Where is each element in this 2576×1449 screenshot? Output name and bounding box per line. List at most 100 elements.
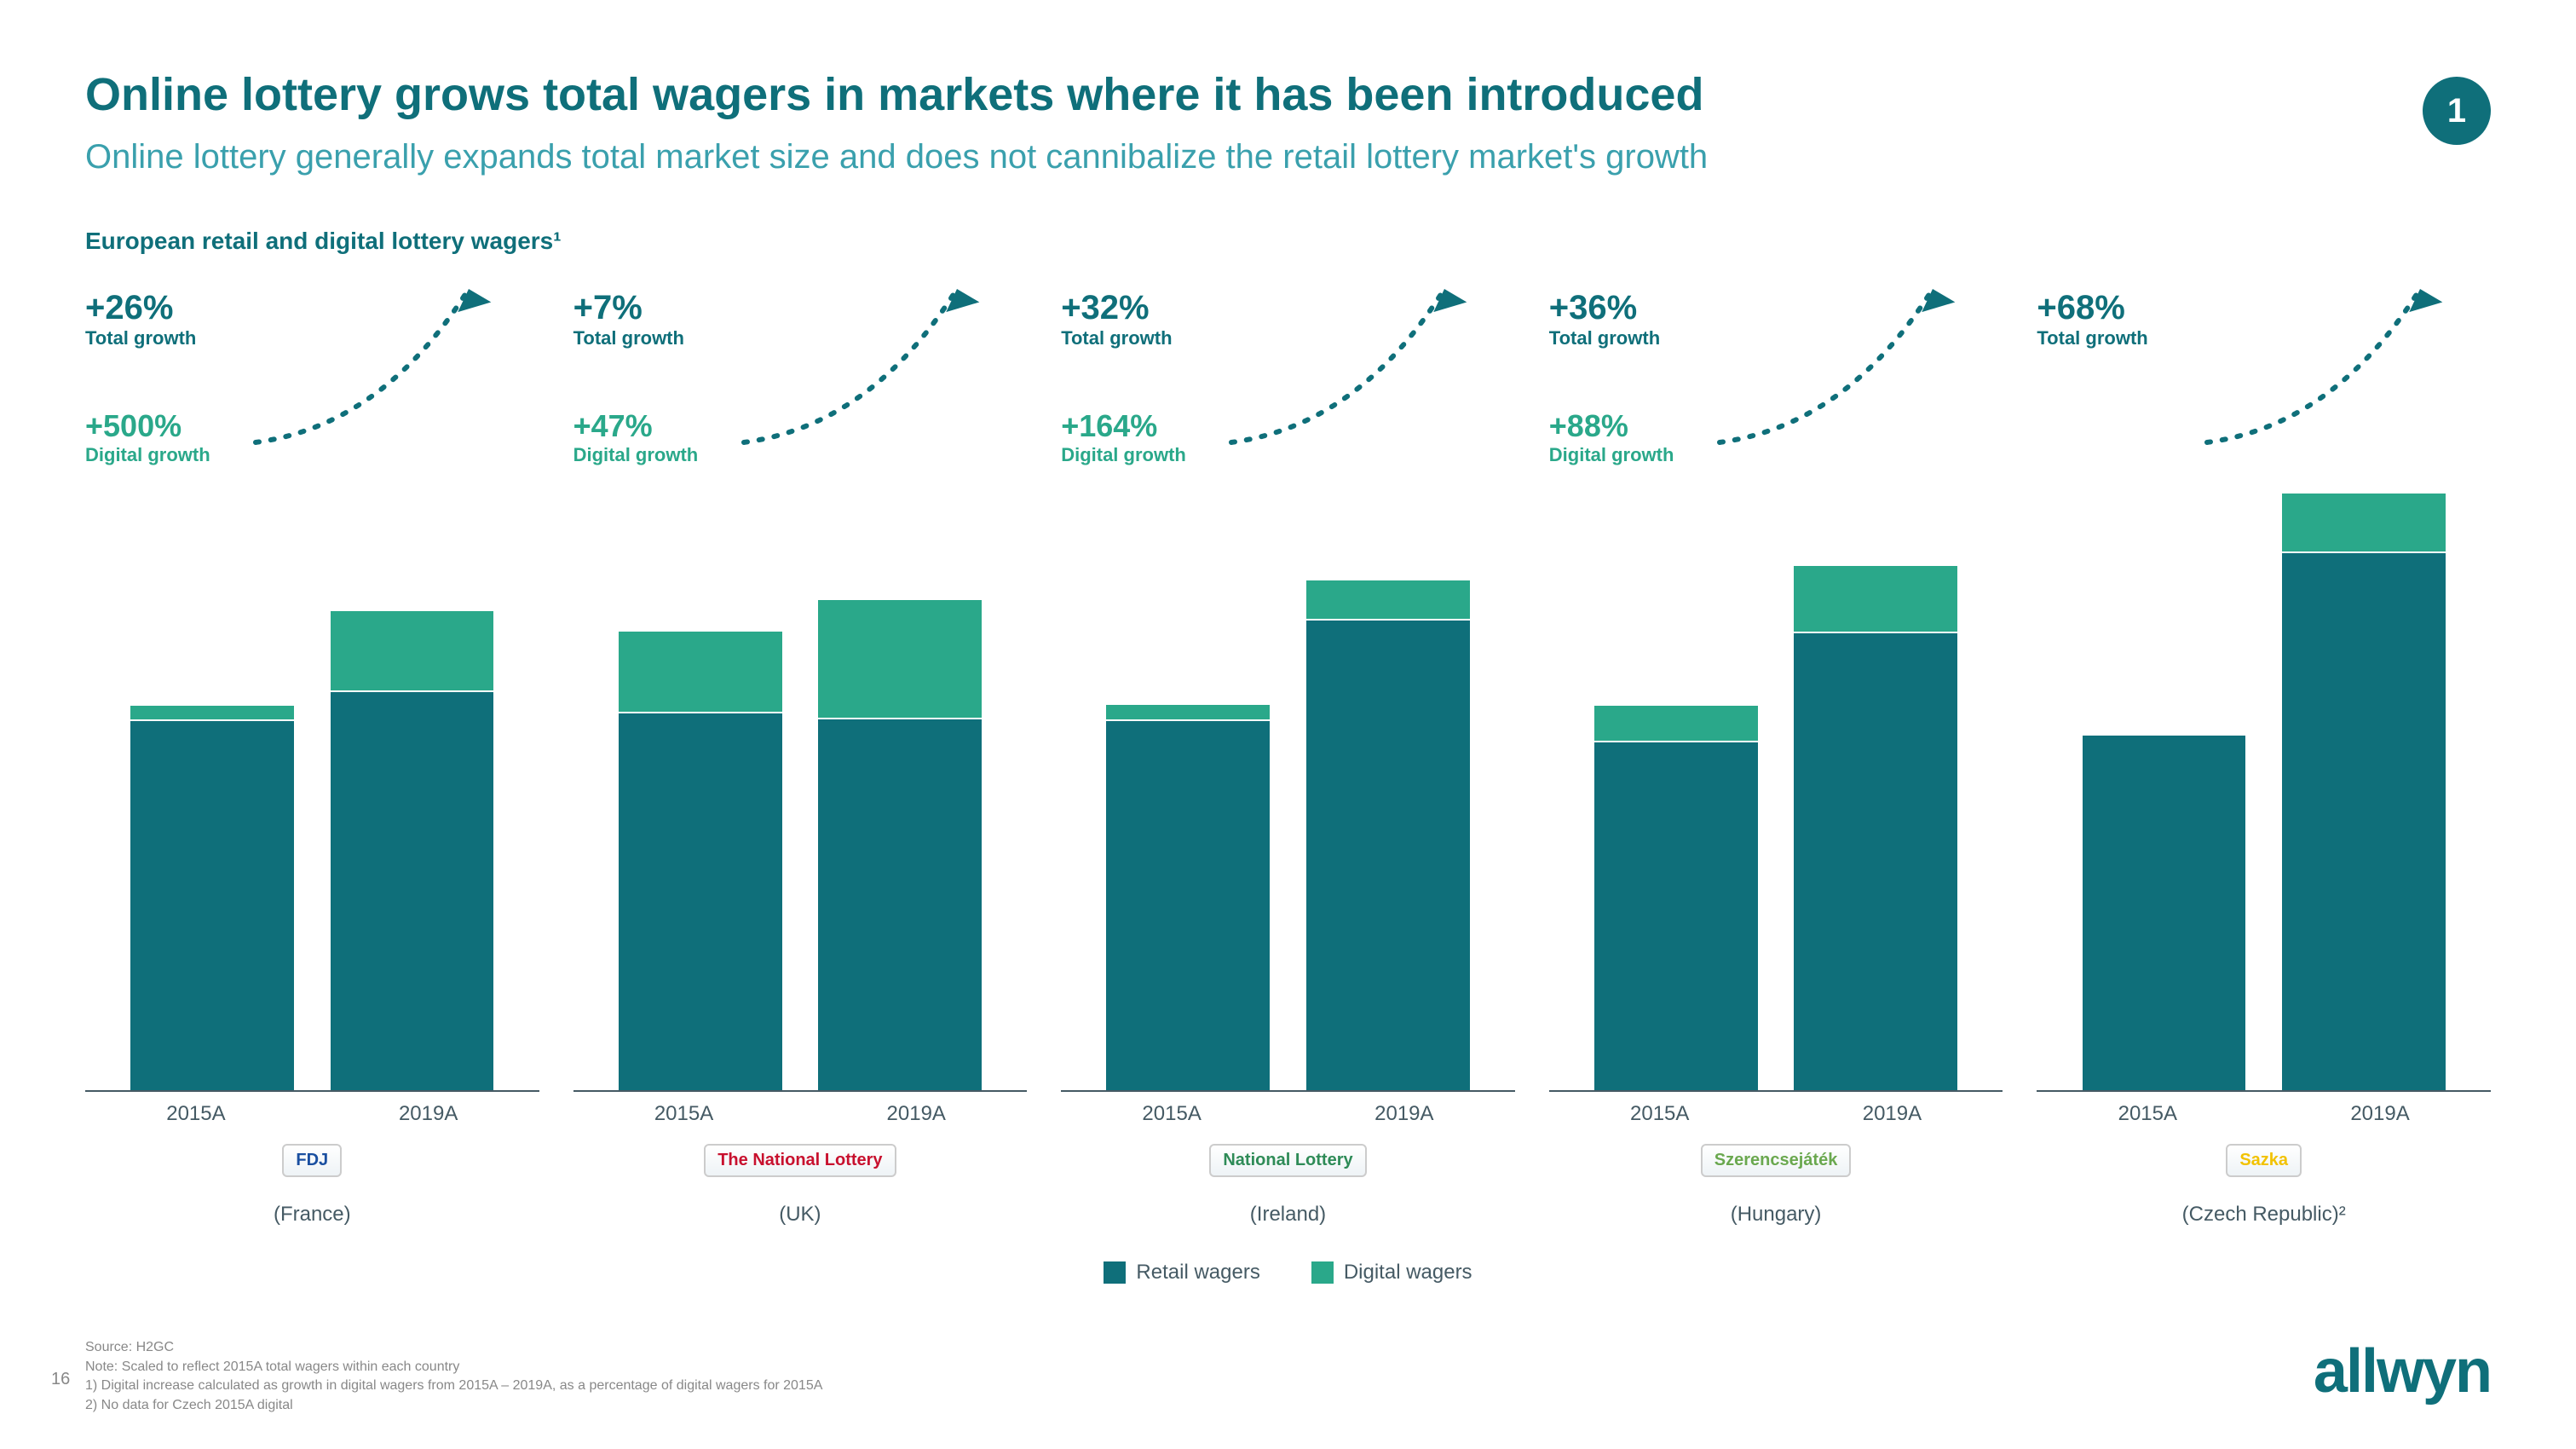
bar-segment-digital — [1306, 580, 1470, 619]
x-axis-labels: 2015A 2019A — [1549, 1092, 2003, 1126]
digital-growth-pct: +164% — [1061, 408, 1186, 444]
total-growth: +7% Total growth — [573, 289, 684, 349]
x-axis-labels: 2015A2019A — [1061, 1092, 1515, 1126]
bar-segment-retail — [130, 719, 294, 1090]
x-axis-labels: 2015A2019A — [2037, 1092, 2491, 1126]
country-name: (Ireland) — [1061, 1203, 1515, 1227]
legend-digital: Digital wagers — [1311, 1261, 1472, 1284]
bars-area — [85, 494, 539, 1092]
bar-segment-digital — [1794, 566, 1957, 632]
bar — [1106, 705, 1270, 1090]
growth-labels: +7% Total growth +47% Digital growth — [573, 272, 1028, 494]
legend-swatch-retail — [1104, 1261, 1126, 1284]
chart-panel: +36% Total growth +88% Digital growth 2015… — [1549, 272, 2003, 1227]
bar-segment-digital — [818, 600, 982, 718]
total-growth-label: Total growth — [1061, 327, 1172, 349]
country-name: (France) — [85, 1203, 539, 1227]
logo-text: National Lottery — [1209, 1144, 1366, 1177]
bar-segment-retail — [331, 690, 494, 1091]
total-growth: +26% Total growth — [85, 289, 196, 349]
bar — [818, 600, 982, 1090]
footnote-source: Source: H2GC — [85, 1338, 822, 1357]
bar-segment-digital — [1106, 705, 1270, 719]
digital-growth: +88% Digital growth — [1549, 408, 1674, 466]
total-growth: +68% Total growth — [2037, 289, 2147, 349]
bar — [1594, 706, 1758, 1090]
country-logo: Szerencsejáték — [1549, 1134, 2003, 1186]
footnote-1: 1) Digital increase calculated as growth… — [85, 1377, 822, 1395]
bar-segment-retail — [1306, 619, 1470, 1090]
digital-growth: +164% Digital growth — [1061, 408, 1186, 466]
bar-segment-retail — [2282, 551, 2446, 1090]
footnote-note: Note: Scaled to reflect 2015A total wage… — [85, 1358, 822, 1377]
total-growth-label: Total growth — [85, 327, 196, 349]
logo-text: Szerencsejáték — [1701, 1144, 1852, 1177]
country-name: (Czech Republic)² — [2037, 1203, 2491, 1227]
growth-arrow-icon — [1206, 255, 1495, 459]
bars-area — [1061, 494, 1515, 1092]
x-axis-label: 2015A — [619, 1102, 749, 1126]
bar-segment-digital — [2282, 494, 2446, 551]
x-axis-label: 2015A — [1594, 1102, 1725, 1126]
page-badge: 1 — [2423, 77, 2491, 145]
footnotes: Source: H2GC Note: Scaled to reflect 201… — [85, 1338, 822, 1415]
bar — [331, 611, 494, 1090]
chart-panel: +68% Total growth 2015A2019A Sazka (Czech R… — [2037, 272, 2491, 1227]
country-name: (Hungary) — [1549, 1203, 2003, 1227]
digital-growth-pct: +88% — [1549, 408, 1674, 444]
chart-panel: +32% Total growth +164% Digital growth 201… — [1061, 272, 1515, 1227]
growth-arrow-icon — [1694, 255, 1984, 459]
digital-growth-pct: +500% — [85, 408, 210, 444]
x-axis-label: 2019A — [1827, 1102, 1957, 1126]
total-growth-pct: +26% — [85, 289, 196, 327]
bar — [1794, 566, 1957, 1090]
country-logo: Sazka — [2037, 1134, 2491, 1186]
x-axis-label: 2019A — [851, 1102, 982, 1126]
logo-text: The National Lottery — [704, 1144, 896, 1177]
page-number: 16 — [51, 1370, 70, 1389]
digital-growth-pct: +47% — [573, 408, 699, 444]
total-growth-label: Total growth — [1549, 327, 1660, 349]
total-growth: +36% Total growth — [1549, 289, 1660, 349]
chart-heading: European retail and digital lottery wage… — [85, 228, 2491, 255]
slide-subtitle: Online lottery generally expands total m… — [85, 138, 2491, 176]
x-axis-labels: 2015A2019A — [85, 1092, 539, 1126]
bar-segment-retail — [1594, 741, 1758, 1090]
x-axis-label: 2015A — [2083, 1102, 2213, 1126]
bars-area — [573, 494, 1028, 1092]
country-logo: The National Lottery — [573, 1134, 1028, 1186]
bar — [1306, 580, 1470, 1090]
chart-panel: +26% Total growth +500% Digital growth 201… — [85, 272, 539, 1227]
bars-area — [2037, 494, 2491, 1092]
total-growth: +32% Total growth — [1061, 289, 1172, 349]
digital-growth: +500% Digital growth — [85, 408, 210, 466]
digital-growth-label: Digital growth — [85, 444, 210, 466]
legend-retail: Retail wagers — [1104, 1261, 1259, 1284]
bar — [619, 632, 782, 1090]
legend: Retail wagers Digital wagers — [85, 1261, 2491, 1284]
brand-logo: allwyn — [2314, 1336, 2491, 1406]
digital-growth-label: Digital growth — [573, 444, 699, 466]
growth-arrow-icon — [718, 255, 1008, 459]
digital-growth: +47% Digital growth — [573, 408, 699, 466]
bar — [130, 706, 294, 1090]
growth-labels: +68% Total growth — [2037, 272, 2491, 494]
x-axis-label: 2019A — [1339, 1102, 1469, 1126]
country-name: (UK) — [573, 1203, 1028, 1227]
bar-segment-digital — [619, 632, 782, 712]
x-axis-label: 2019A — [363, 1102, 493, 1126]
charts-row: +26% Total growth +500% Digital growth 201… — [85, 272, 2491, 1227]
legend-swatch-digital — [1311, 1261, 1334, 1284]
bar-segment-digital — [1594, 706, 1758, 741]
bar — [2282, 494, 2446, 1090]
country-logo: National Lottery — [1061, 1134, 1515, 1186]
bar-segment-retail — [619, 712, 782, 1090]
logo-text: FDJ — [282, 1144, 342, 1177]
total-growth-label: Total growth — [2037, 327, 2147, 349]
legend-label-retail: Retail wagers — [1136, 1261, 1259, 1284]
growth-labels: +26% Total growth +500% Digital growth — [85, 272, 539, 494]
legend-label-digital: Digital wagers — [1344, 1261, 1472, 1284]
x-axis-labels: 2015A 2019A — [573, 1092, 1028, 1126]
logo-text: Sazka — [2226, 1144, 2302, 1177]
total-growth-label: Total growth — [573, 327, 684, 349]
